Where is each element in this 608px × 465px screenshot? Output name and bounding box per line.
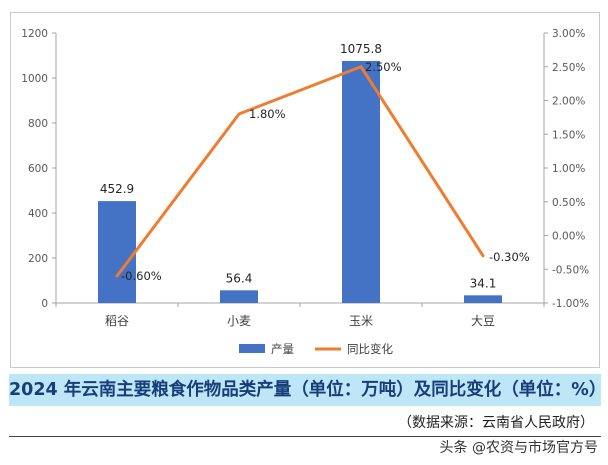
- legend-label-output: 产量: [271, 342, 294, 356]
- bar: [464, 295, 502, 303]
- chart-area: 0 200 400 600 800 1000 1200 -1.00% -0.50% 0.00% 0.…: [10, 12, 600, 368]
- line-data-label: -0.30%: [489, 250, 530, 264]
- bar: [98, 201, 136, 303]
- bar-data-label: 34.1: [470, 276, 497, 290]
- line-data-label: -0.60%: [121, 269, 162, 283]
- line-series: [115, 65, 485, 278]
- right-tick-label: -1.00%: [552, 298, 589, 310]
- legend-label-yoy: 同比变化: [347, 342, 393, 356]
- chart-caption: 2024 年云南主要粮食作物品类产量（单位：万吨）及同比变化（单位：%）: [9, 374, 601, 406]
- x-tick-label: 稻谷: [105, 314, 129, 328]
- right-tick-label: 2.50%: [552, 62, 585, 74]
- line-data-label: 1.80%: [249, 107, 286, 121]
- right-tick-label: 3.00%: [552, 28, 585, 40]
- x-tick-label: 小麦: [227, 314, 251, 328]
- right-tick-label: 0.00%: [552, 231, 585, 243]
- legend-bar-swatch: [239, 344, 265, 353]
- bar-data-label: 452.9: [100, 182, 134, 196]
- left-tick-label: 400: [28, 208, 48, 220]
- left-tick-label: 1200: [21, 28, 48, 40]
- watermark: 头条 @农资与市场官方号: [439, 440, 598, 456]
- left-tick-label: 800: [28, 118, 48, 130]
- right-tick-label: 1.50%: [552, 129, 585, 141]
- left-tick-label: 1000: [21, 73, 48, 85]
- bar: [220, 290, 258, 303]
- right-tick-label: 2.00%: [552, 96, 585, 108]
- divider: [9, 436, 601, 437]
- x-tick-label: 玉米: [349, 314, 373, 328]
- source-note: （数据来源：云南省人民政府）: [398, 415, 594, 431]
- right-tick-label: 0.50%: [552, 197, 585, 209]
- bar: [342, 60, 380, 303]
- left-tick-label: 200: [28, 253, 48, 265]
- right-tick-label: -0.50%: [552, 264, 589, 276]
- bar-data-label: 1075.8: [340, 42, 382, 56]
- x-tick-label: 大豆: [471, 314, 495, 328]
- bar-data-label: 56.4: [226, 271, 253, 285]
- left-tick-label: 0: [41, 298, 48, 310]
- left-tick-label: 600: [28, 163, 48, 175]
- right-tick-label: 1.00%: [552, 163, 585, 175]
- combo-chart: 0 200 400 600 800 1000 1200 -1.00% -0.50% 0.00% 0.…: [21, 28, 589, 356]
- line-data-label: 2.50%: [365, 60, 402, 74]
